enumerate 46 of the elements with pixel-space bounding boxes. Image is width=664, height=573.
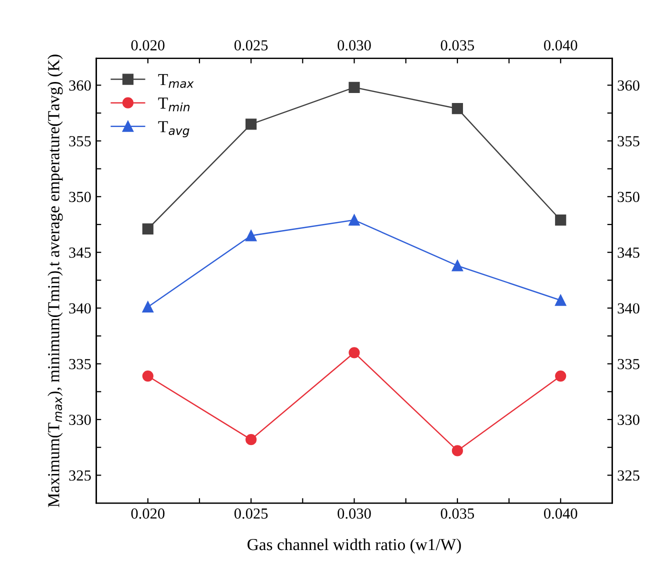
y2-tick-label: 345 — [618, 248, 640, 258]
point — [452, 445, 463, 456]
legend-label: T$_{avg}$ — [158, 121, 190, 138]
x-tick-label: 0.025 — [234, 508, 268, 519]
point — [246, 434, 257, 446]
x-tick-label: 0.035 — [440, 508, 474, 519]
y-axis-title: Maximum(T$_{max}$), minimum(Tmin),t average emperature(Tavg) (K) — [48, 54, 63, 508]
point — [142, 301, 154, 313]
x2-tick-label: 0.035 — [440, 40, 474, 51]
y-tick-label: 330 — [69, 414, 91, 425]
y-tick-label: 325 — [69, 470, 91, 481]
point — [348, 347, 360, 358]
point — [452, 103, 463, 114]
x2-tick-label: 0.030 — [338, 40, 371, 51]
y-tick-label: 350 — [69, 192, 91, 202]
point — [555, 294, 566, 306]
point — [348, 214, 360, 226]
y2-tick-label: 350 — [618, 192, 640, 202]
x-tick-label: 0.040 — [544, 508, 578, 519]
y2-tick-label: 325 — [618, 470, 640, 481]
point — [142, 223, 154, 235]
y2-tick-label: 335 — [618, 358, 640, 370]
y-tick-label: 360 — [69, 80, 91, 91]
y2-tick-label: 340 — [618, 303, 640, 314]
legend-label: T$_{min}$ — [158, 98, 190, 112]
point — [348, 82, 360, 93]
y2-tick-label: 330 — [618, 414, 640, 425]
x-tick-label: 0.020 — [131, 508, 164, 519]
legend-label: T$_{max}$ — [158, 74, 194, 88]
x-axis-title: Gas channel width ratio (w1/W) — [248, 538, 461, 554]
y-tick-label: 345 — [69, 248, 91, 258]
point — [555, 370, 566, 382]
y2-tick-label: 355 — [618, 136, 640, 146]
y-tick-label: 340 — [69, 303, 91, 314]
y2-tick-label: 360 — [618, 80, 640, 91]
x-tick-label: 0.030 — [338, 508, 371, 519]
point — [555, 214, 566, 226]
point — [142, 370, 154, 382]
point — [246, 118, 257, 130]
y-tick-label: 355 — [69, 136, 91, 146]
x2-tick-label: 0.040 — [544, 40, 578, 51]
point — [452, 260, 463, 272]
x2-tick-label: 0.020 — [131, 40, 164, 51]
x2-tick-label: 0.025 — [234, 40, 268, 51]
y-tick-label: 335 — [69, 358, 91, 370]
point — [246, 230, 257, 242]
